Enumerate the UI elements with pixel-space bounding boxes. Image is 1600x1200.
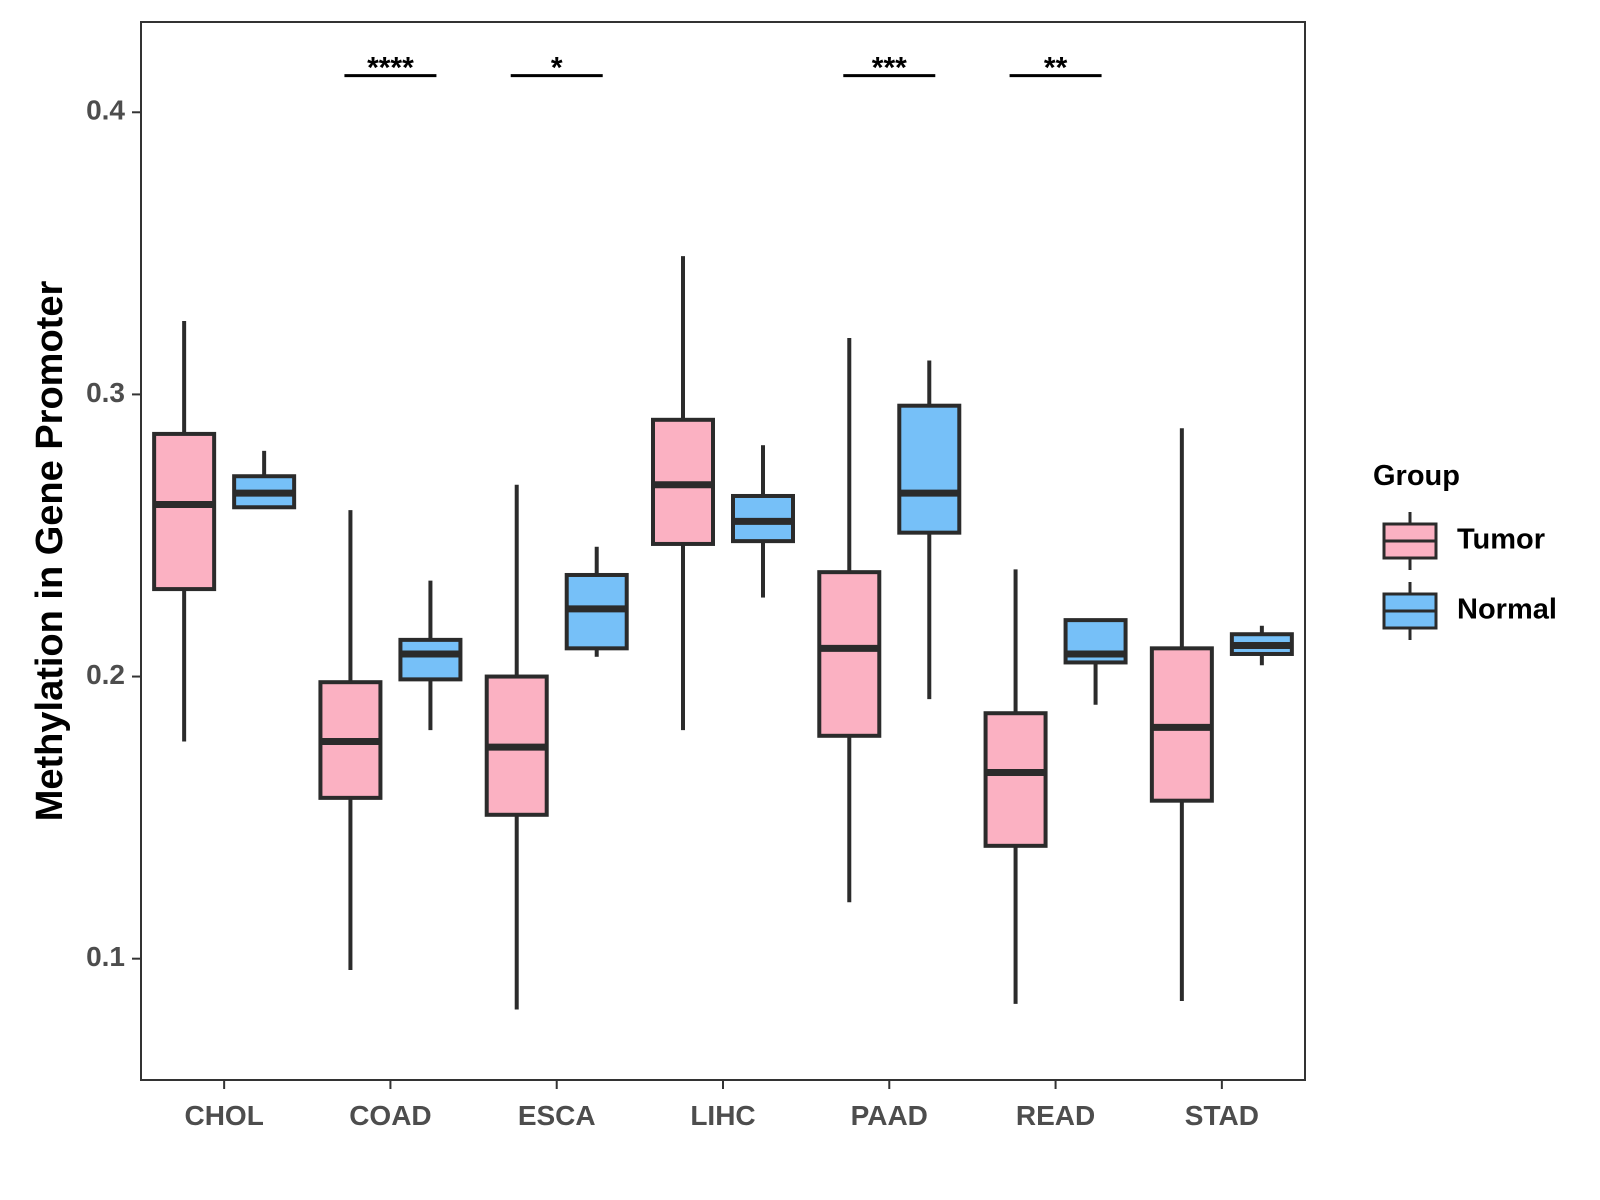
significance-esca: * xyxy=(510,52,603,85)
box-tumor-lihc xyxy=(651,256,715,731)
x-tick-label-chol: CHOL xyxy=(184,1100,263,1131)
y-tick-label: 0.3 xyxy=(86,377,125,408)
legend-title: Group xyxy=(1373,460,1460,492)
box-iqr xyxy=(817,570,882,738)
significance-layer: **** * *** ** xyxy=(344,52,1102,85)
x-axis: CHOL COAD ESCA LIHC PAAD READ STAD xyxy=(184,1080,1259,1131)
box-tumor-chol xyxy=(152,321,217,742)
y-axis: 0.1 0.2 0.3 0.4 xyxy=(86,95,141,972)
box-normal-esca xyxy=(564,546,629,657)
box-tumor-paad xyxy=(817,337,882,903)
x-tick-label-stad: STAD xyxy=(1185,1100,1259,1131)
significance-paad: *** xyxy=(843,52,936,85)
box-tumor-stad xyxy=(1149,428,1214,1002)
significance-label: ** xyxy=(1044,52,1068,85)
legend-label-normal: Normal xyxy=(1457,594,1557,626)
box-normal-chol xyxy=(232,450,297,510)
x-tick-label-paad: PAAD xyxy=(851,1100,928,1131)
box-normal-read xyxy=(1063,618,1128,705)
significance-read: ** xyxy=(1009,52,1102,85)
legend-label-tumor: Tumor xyxy=(1457,524,1545,556)
box-iqr xyxy=(152,431,217,592)
box-tumor-coad xyxy=(318,510,383,970)
box-normal-lihc xyxy=(731,445,795,598)
boxes-layer xyxy=(152,256,1294,1010)
x-tick-label-read: READ xyxy=(1016,1100,1095,1131)
significance-coad: **** xyxy=(344,52,437,85)
box-iqr xyxy=(897,403,962,535)
significance-label: * xyxy=(551,52,563,85)
x-tick-label-coad: COAD xyxy=(349,1100,431,1131)
x-tick-label-lihc: LIHC xyxy=(690,1100,755,1131)
y-tick-label: 0.1 xyxy=(86,941,125,972)
y-axis-title: Methylation in Gene Promoter xyxy=(29,281,71,822)
significance-label: **** xyxy=(367,52,414,85)
y-tick-label: 0.2 xyxy=(86,659,125,690)
y-tick-label: 0.4 xyxy=(86,95,125,126)
box-iqr xyxy=(398,637,463,682)
box-normal-stad xyxy=(1229,625,1294,666)
x-tick-label-esca: ESCA xyxy=(518,1100,596,1131)
legend-item-normal: Normal xyxy=(1382,582,1557,640)
box-tumor-read xyxy=(983,569,1048,1004)
plot-panel-border xyxy=(140,21,1306,1081)
significance-label: *** xyxy=(872,52,907,85)
box-iqr xyxy=(983,711,1048,848)
legend: Group Tumor Normal xyxy=(1373,460,1557,640)
box-normal-paad xyxy=(897,360,962,700)
box-tumor-esca xyxy=(484,484,549,1010)
legend-item-tumor: Tumor xyxy=(1382,512,1545,570)
box-normal-coad xyxy=(398,580,463,731)
